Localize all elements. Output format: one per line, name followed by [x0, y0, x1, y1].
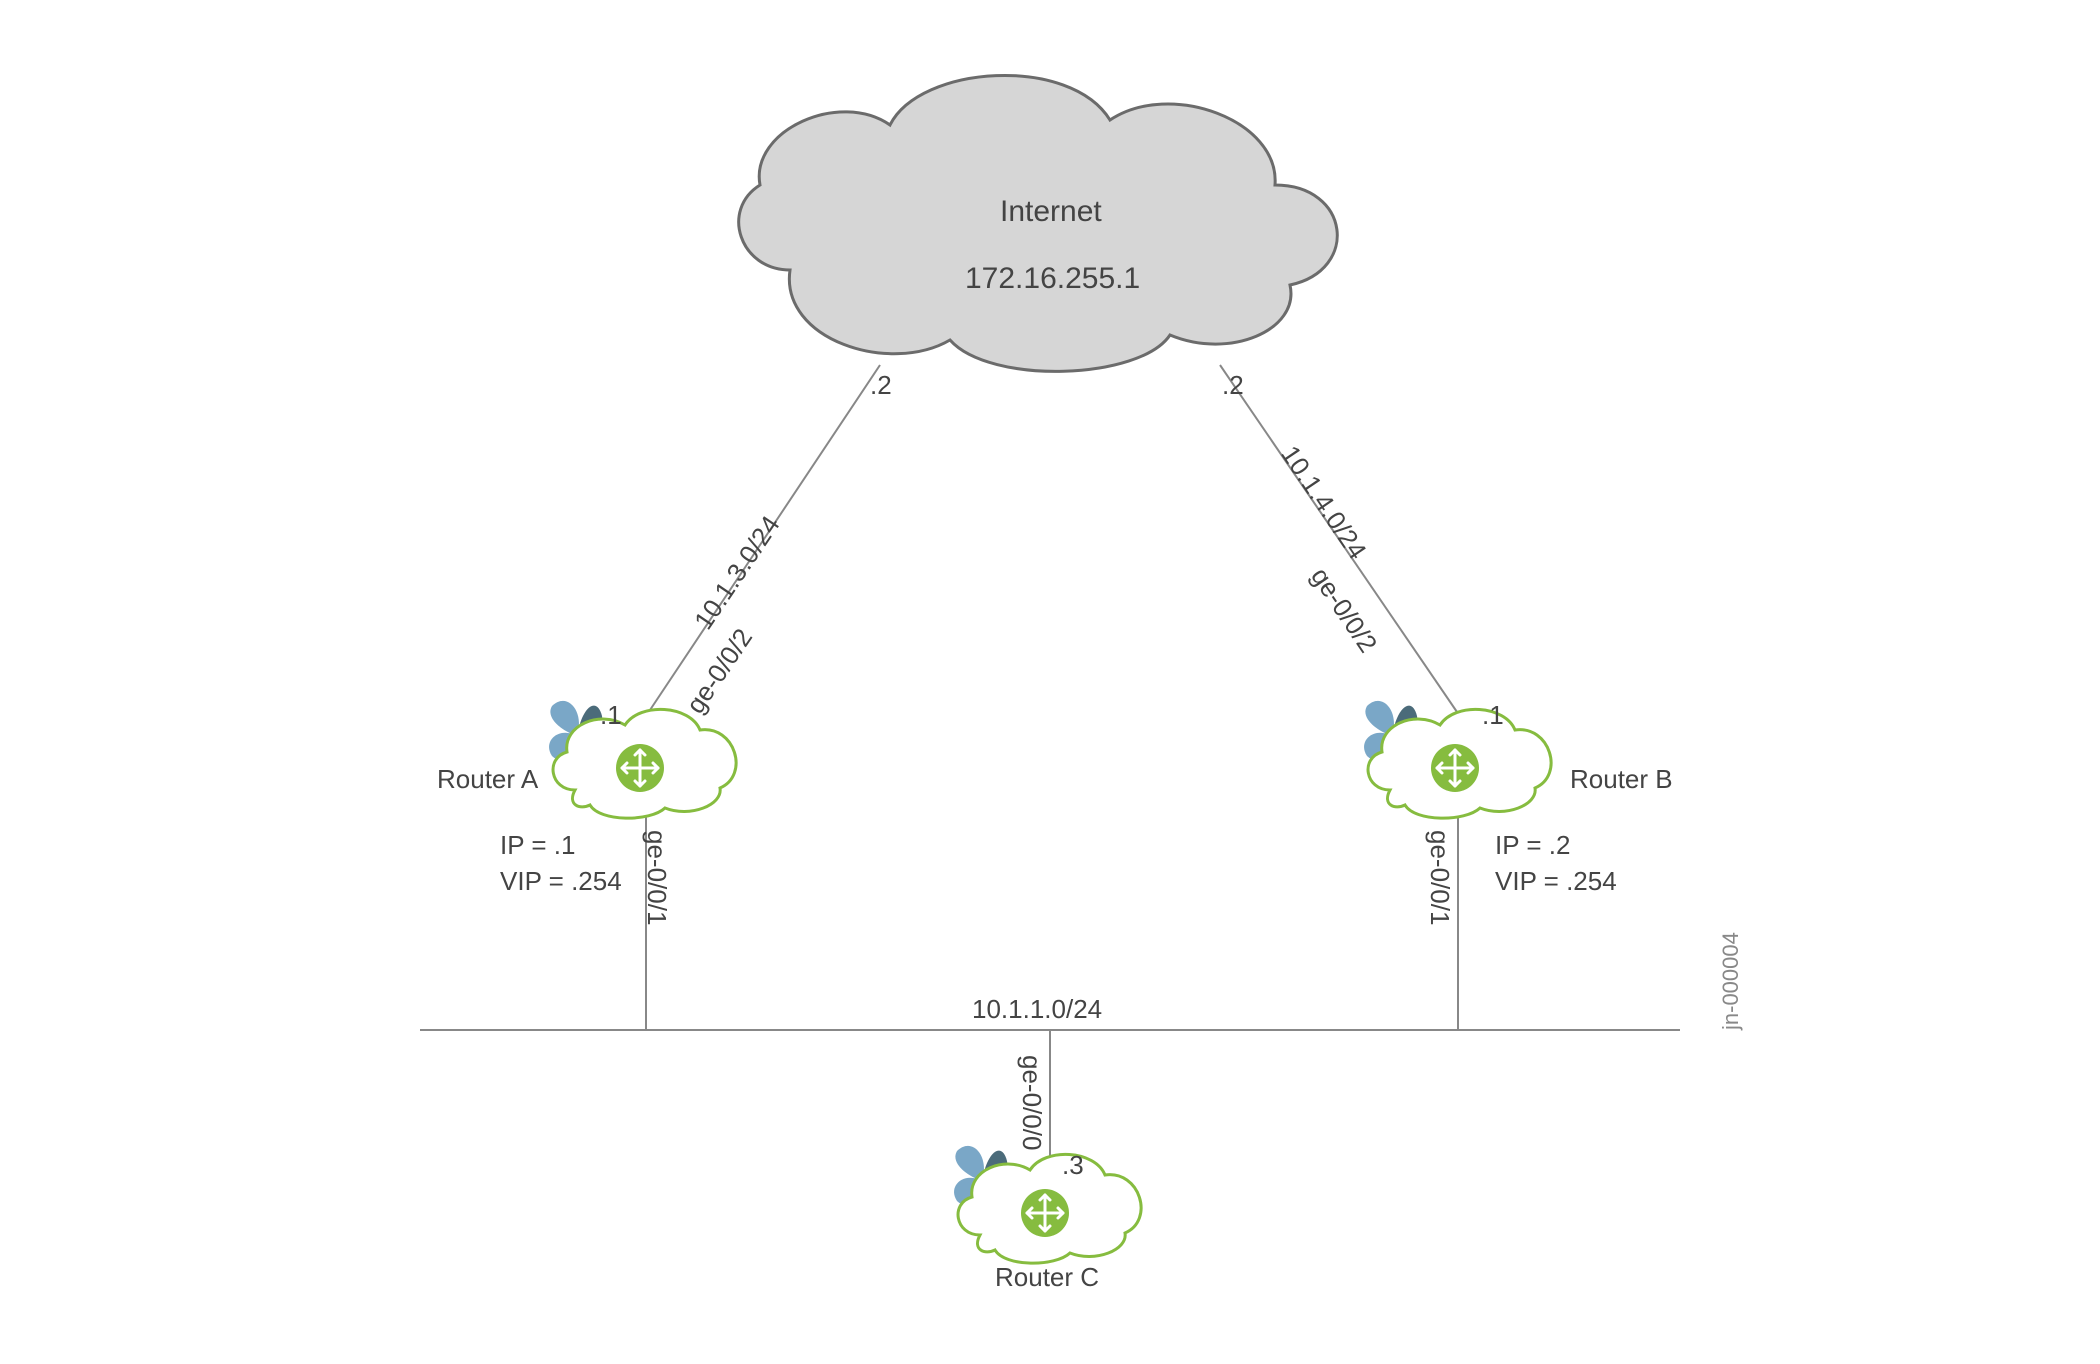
image-id: jn-000004: [1718, 932, 1744, 1030]
router-c-name: Router C: [995, 1262, 1099, 1293]
router-c-local: .3: [1062, 1150, 1084, 1181]
router-a-icon: [549, 701, 736, 818]
router-c-interface: ge-0/0/0: [1016, 1055, 1047, 1150]
router-a-ip: IP = .1: [500, 830, 575, 861]
link-a-local: .1: [600, 700, 622, 731]
router-a-name: Router A: [437, 764, 538, 795]
router-b-downlink: ge-0/0/1: [1424, 830, 1455, 925]
cloud-right-port: .2: [1222, 370, 1244, 401]
router-b-ip: IP = .2: [1495, 830, 1570, 861]
router-a-vip: VIP = .254: [500, 866, 622, 897]
router-a-downlink: ge-0/0/1: [641, 830, 672, 925]
router-c-icon: [954, 1146, 1141, 1263]
cloud-left-port: .2: [870, 370, 892, 401]
lan-subnet: 10.1.1.0/24: [972, 994, 1102, 1025]
router-b-vip: VIP = .254: [1495, 866, 1617, 897]
router-b-name: Router B: [1570, 764, 1673, 795]
internet-ip: 172.16.255.1: [965, 262, 1140, 296]
internet-title: Internet: [1000, 195, 1102, 229]
router-b-icon: [1364, 701, 1551, 818]
link-b-local: .1: [1482, 700, 1504, 731]
